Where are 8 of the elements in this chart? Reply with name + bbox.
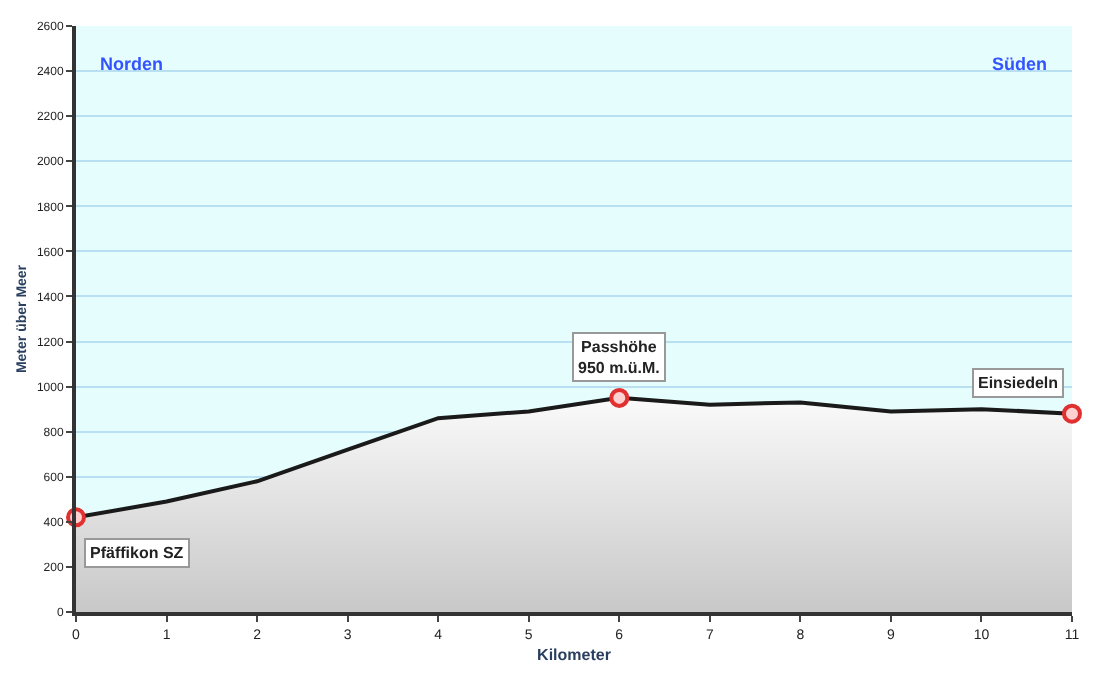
annotation: Süden [992, 54, 1048, 74]
point [1062, 403, 1082, 424]
annotation: Pfäffikon SZ [90, 544, 184, 562]
annotation: Norden [100, 54, 163, 74]
annotation: Einsiedeln [978, 374, 1059, 392]
annotation: Passhöhe 950 m.ü.M. [578, 338, 660, 377]
point [609, 387, 630, 408]
x-axis-title: Kilometer [537, 646, 611, 664]
